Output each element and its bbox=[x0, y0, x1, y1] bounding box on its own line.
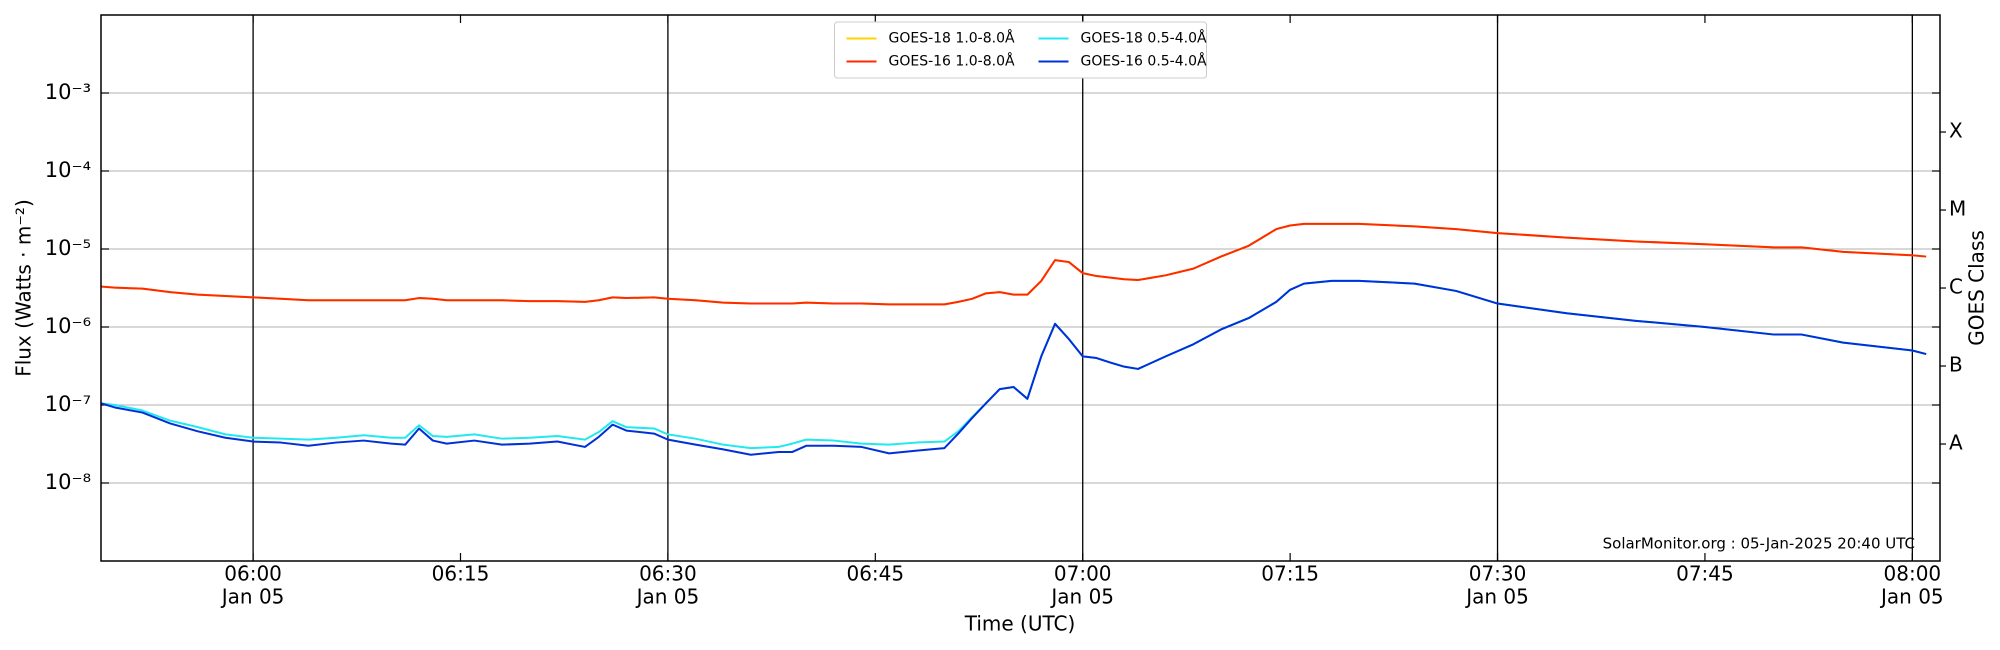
annotation: SolarMonitor.org : 05-Jan-2025 20:40 UTC bbox=[1603, 535, 1915, 553]
x-axis-label: Time (UTC) bbox=[964, 612, 1076, 636]
x-tick-date: Jan 05 bbox=[1879, 585, 1944, 609]
series-line bbox=[100, 279, 1927, 450]
legend-label: GOES-16 0.5-4.0Å bbox=[1081, 53, 1207, 70]
plot-frame bbox=[100, 14, 1941, 562]
y-tick-label: 10⁻⁷ bbox=[45, 392, 91, 416]
y-tick-label: 10⁻⁶ bbox=[45, 314, 91, 338]
legend-label: GOES-18 0.5-4.0Å bbox=[1081, 30, 1207, 47]
x-tick-label: 06:15 bbox=[432, 562, 490, 586]
x-tick-label: 07:00 bbox=[1054, 562, 1112, 586]
x-tick-label: 07:45 bbox=[1676, 562, 1734, 586]
series-line bbox=[100, 222, 1927, 306]
legend-label: GOES-16 1.0-8.0Å bbox=[889, 53, 1015, 70]
x-tick-label: 06:45 bbox=[846, 562, 904, 586]
y-axis-label: Flux (Watts · m⁻²) bbox=[12, 199, 36, 377]
x-tick-date: Jan 05 bbox=[1049, 585, 1114, 609]
legend: GOES-18 1.0-8.0Å GOES-16 1.0-8.0Å GOES-18 … bbox=[834, 21, 1207, 79]
y-tick-label: 10⁻⁵ bbox=[45, 236, 91, 260]
y-tick-label: 10⁻⁸ bbox=[45, 470, 91, 494]
legend-label: GOES-18 1.0-8.0Å bbox=[889, 30, 1015, 47]
x-tick-date: Jan 05 bbox=[635, 585, 700, 609]
x-tick-label: 08:00 bbox=[1884, 562, 1942, 586]
x-tick-label: 07:30 bbox=[1469, 562, 1527, 586]
x-tick-date: Jan 05 bbox=[220, 585, 285, 609]
y2-tick-label: A bbox=[1949, 431, 1963, 455]
series-line bbox=[100, 222, 1927, 306]
x-tick-label: 06:00 bbox=[224, 562, 282, 586]
x-tick-date: Jan 05 bbox=[1464, 585, 1529, 609]
y2-axis-label: GOES Class bbox=[1965, 230, 1989, 346]
legend-box bbox=[834, 21, 1207, 79]
x-tick-label: 06:30 bbox=[639, 562, 697, 586]
y2-tick-label: B bbox=[1949, 353, 1963, 377]
y2-tick-label: X bbox=[1949, 119, 1963, 143]
series-line bbox=[100, 279, 1927, 456]
y-tick-label: 10⁻³ bbox=[45, 80, 91, 104]
y2-tick-label: C bbox=[1949, 275, 1963, 299]
x-tick-label: 07:15 bbox=[1261, 562, 1319, 586]
y2-tick-label: M bbox=[1949, 197, 1966, 221]
y-tick-label: 10⁻⁴ bbox=[45, 158, 91, 182]
